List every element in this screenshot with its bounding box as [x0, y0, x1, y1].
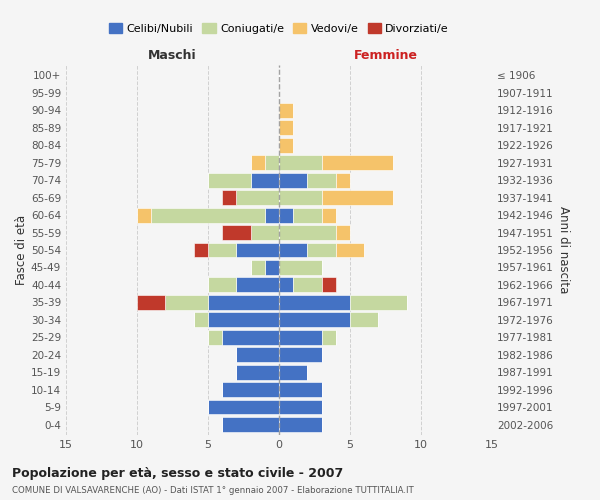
Bar [222, 417, 279, 432]
Bar [350, 295, 407, 310]
Bar [137, 208, 151, 222]
Bar [322, 330, 336, 344]
Bar [137, 295, 166, 310]
Bar [279, 173, 307, 188]
Bar [279, 190, 322, 205]
Bar [279, 417, 322, 432]
Text: Popolazione per età, sesso e stato civile - 2007: Popolazione per età, sesso e stato civil… [12, 468, 343, 480]
Legend: Celibi/Nubili, Coniugati/e, Vedovi/e, Divorziati/e: Celibi/Nubili, Coniugati/e, Vedovi/e, Di… [104, 19, 454, 38]
Text: Maschi: Maschi [148, 50, 197, 62]
Bar [279, 278, 293, 292]
Bar [222, 382, 279, 397]
Bar [251, 173, 279, 188]
Bar [322, 278, 336, 292]
Bar [151, 208, 265, 222]
Bar [279, 120, 293, 135]
Bar [236, 278, 279, 292]
Bar [194, 312, 208, 327]
Bar [279, 208, 293, 222]
Bar [208, 278, 236, 292]
Bar [208, 400, 279, 414]
Bar [279, 103, 293, 118]
Bar [251, 260, 265, 275]
Bar [307, 173, 336, 188]
Bar [208, 242, 236, 258]
Bar [222, 190, 236, 205]
Bar [194, 242, 208, 258]
Bar [322, 208, 336, 222]
Bar [208, 173, 251, 188]
Bar [279, 312, 350, 327]
Bar [279, 382, 322, 397]
Bar [279, 138, 293, 152]
Bar [293, 208, 322, 222]
Bar [222, 330, 279, 344]
Bar [208, 295, 279, 310]
Bar [279, 400, 322, 414]
Bar [336, 225, 350, 240]
Bar [208, 330, 222, 344]
Bar [336, 173, 350, 188]
Bar [279, 225, 336, 240]
Y-axis label: Anni di nascita: Anni di nascita [557, 206, 570, 294]
Bar [208, 312, 279, 327]
Bar [350, 312, 379, 327]
Bar [166, 295, 208, 310]
Bar [236, 348, 279, 362]
Bar [251, 156, 265, 170]
Bar [279, 348, 322, 362]
Bar [265, 156, 279, 170]
Y-axis label: Fasce di età: Fasce di età [15, 215, 28, 285]
Bar [279, 260, 322, 275]
Bar [322, 190, 392, 205]
Bar [279, 156, 322, 170]
Bar [222, 225, 251, 240]
Bar [279, 330, 322, 344]
Bar [236, 365, 279, 380]
Bar [279, 242, 307, 258]
Text: COMUNE DI VALSAVARENCHE (AO) - Dati ISTAT 1° gennaio 2007 - Elaborazione TUTTITA: COMUNE DI VALSAVARENCHE (AO) - Dati ISTA… [12, 486, 414, 495]
Bar [251, 225, 279, 240]
Bar [265, 260, 279, 275]
Bar [336, 242, 364, 258]
Bar [293, 278, 322, 292]
Bar [322, 156, 392, 170]
Bar [236, 242, 279, 258]
Bar [307, 242, 336, 258]
Bar [279, 295, 350, 310]
Bar [236, 190, 279, 205]
Text: Femmine: Femmine [353, 50, 418, 62]
Bar [279, 365, 307, 380]
Bar [265, 208, 279, 222]
